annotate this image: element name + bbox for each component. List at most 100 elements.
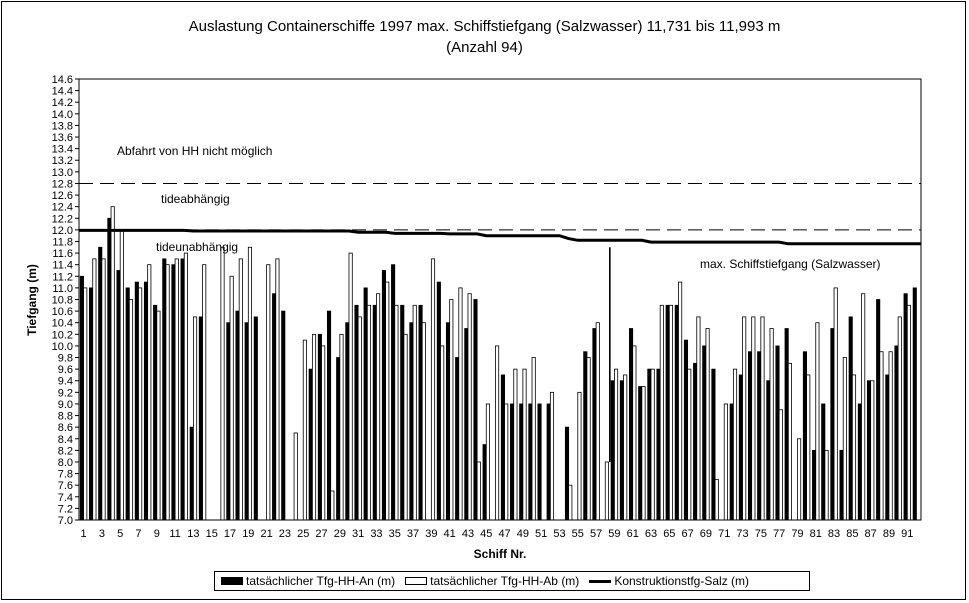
y-tick-label: 7.2 xyxy=(58,503,73,515)
y-tick-label: 10.4 xyxy=(52,318,73,330)
bar-arrival xyxy=(821,403,826,521)
bar-departure xyxy=(110,206,115,521)
x-tick-label: 61 xyxy=(627,528,639,540)
bar-arrival xyxy=(592,328,597,521)
bar-departure xyxy=(193,316,198,521)
bar-departure xyxy=(101,258,106,521)
bar-arrival xyxy=(391,264,396,521)
bar-arrival xyxy=(848,316,853,521)
bar-arrival xyxy=(839,449,844,521)
x-tick-label: 3 xyxy=(99,528,105,540)
x-tick-label: 89 xyxy=(883,528,895,540)
bar-arrival xyxy=(244,322,249,521)
bar-departure xyxy=(650,368,655,521)
bar-arrival xyxy=(647,368,652,521)
y-tick-label: 9.2 xyxy=(58,387,73,399)
chart-title: Auslastung Containerschiffe 1997 max. Sc… xyxy=(0,16,969,58)
bar-arrival xyxy=(500,374,505,521)
bar-departure xyxy=(787,362,792,521)
bar-departure xyxy=(238,258,243,521)
bar-departure xyxy=(421,322,426,521)
bar-arrival xyxy=(125,287,130,521)
bar-departure xyxy=(476,461,481,521)
bar-arrival xyxy=(455,357,460,521)
y-tick-label: 14.0 xyxy=(52,109,73,121)
bar-arrival xyxy=(583,351,588,521)
reference-lines xyxy=(79,182,921,462)
annotation-max-draft: max. Schiffstiefgang (Salzwasser) xyxy=(700,257,881,271)
bar-departure xyxy=(906,304,911,521)
y-tick-label: 9.0 xyxy=(58,399,73,411)
y-tick-label: 8.2 xyxy=(58,445,73,457)
bar-arrival xyxy=(134,281,139,521)
bar-arrival xyxy=(747,351,753,521)
y-tick-label: 14.4 xyxy=(52,86,73,98)
y-tick-label: 12.8 xyxy=(52,178,73,190)
bar-arrival xyxy=(363,287,368,521)
bar-departure xyxy=(321,345,326,521)
bar-departure xyxy=(641,386,646,521)
x-tick-label: 53 xyxy=(553,528,565,540)
bar-arrival xyxy=(610,380,615,521)
bar-departure xyxy=(147,264,152,521)
x-tick-label: 13 xyxy=(187,528,199,540)
bar-arrival xyxy=(784,328,789,521)
y-tick-label: 12.4 xyxy=(52,202,73,214)
bar-departure xyxy=(92,258,97,521)
bar-arrival xyxy=(79,275,84,521)
y-tick-label: 7.4 xyxy=(58,492,73,504)
bar-departure xyxy=(83,287,88,521)
bar-arrival xyxy=(665,304,670,521)
y-tick-label: 13.2 xyxy=(52,155,73,167)
bar-arrival xyxy=(885,374,890,521)
bar-arrival xyxy=(464,328,469,521)
bar-arrival xyxy=(693,362,698,521)
y-tick-label: 7.6 xyxy=(58,480,73,492)
bar-arrival xyxy=(445,322,451,521)
x-tick-label: 43 xyxy=(462,528,474,540)
x-tick-label: 47 xyxy=(498,528,510,540)
x-tick-label: 33 xyxy=(370,528,382,540)
bar-arrival xyxy=(656,368,661,521)
bar-departure xyxy=(449,299,454,521)
x-tick-label: 15 xyxy=(206,528,218,540)
x-tick-label: 75 xyxy=(755,528,767,540)
bar-departure xyxy=(293,432,298,521)
bar-departure xyxy=(861,293,866,521)
bar-arrival xyxy=(253,316,258,521)
bar-arrival xyxy=(281,310,286,521)
bar-departure xyxy=(797,438,802,521)
bar-departure xyxy=(842,357,847,521)
y-tick-label: 11.4 xyxy=(52,260,73,272)
bar-arrival xyxy=(180,258,185,521)
bar-departure xyxy=(824,449,829,521)
x-tick-label: 51 xyxy=(535,528,547,540)
y-tick-label: 14.2 xyxy=(52,97,73,109)
y-tick-label: 11.2 xyxy=(52,271,73,283)
bar-arrival xyxy=(189,426,194,521)
bar-arrival xyxy=(564,426,570,521)
chart-title-line-1: Auslastung Containerschiffe 1997 max. Sc… xyxy=(188,18,781,35)
x-tick-label: 69 xyxy=(700,528,712,540)
legend-label-departure: tatsächlicher Tfg-HH-Ab (m) xyxy=(430,574,580,588)
bar-departure xyxy=(467,293,472,521)
bar-departure xyxy=(888,351,893,521)
bar-arrival xyxy=(336,357,341,521)
y-tick-label: 8.8 xyxy=(58,411,73,423)
y-tick-label: 8.4 xyxy=(58,434,73,446)
y-tick-label: 12.0 xyxy=(52,225,73,237)
x-tick-label: 9 xyxy=(154,528,160,540)
bar-departure xyxy=(668,304,674,521)
bar-departure xyxy=(586,357,591,521)
y-tick-label: 14.6 xyxy=(52,74,73,86)
bar-departure xyxy=(806,374,811,521)
bar-arrival xyxy=(418,304,423,521)
bar-arrival xyxy=(308,368,313,521)
bar-departure xyxy=(128,299,134,521)
y-tick-label: 8.0 xyxy=(58,457,73,469)
legend-item-arrival: tatsächlicher Tfg-HH-An (m) xyxy=(221,574,395,588)
bar-departure xyxy=(732,368,738,521)
construction-line xyxy=(79,228,921,246)
x-tick-label: 67 xyxy=(681,528,693,540)
x-tick-label: 63 xyxy=(645,528,657,540)
